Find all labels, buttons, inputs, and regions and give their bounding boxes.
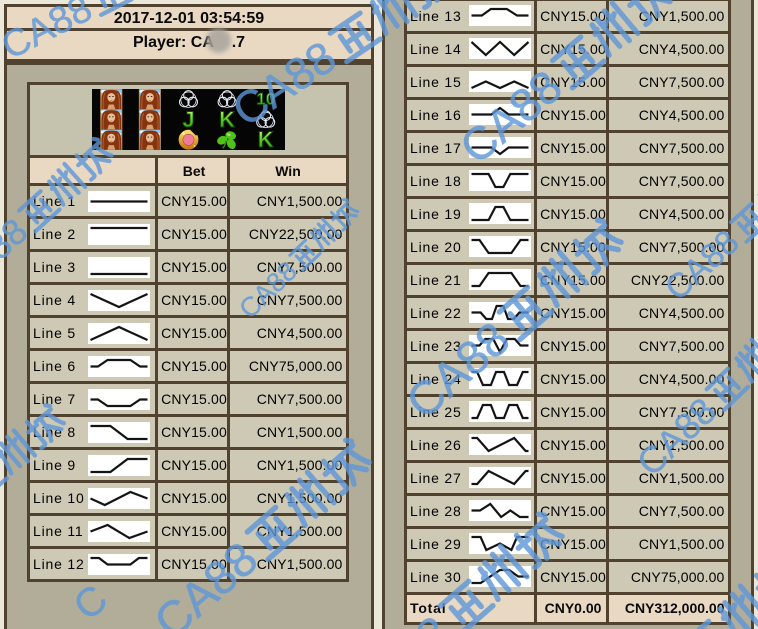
svg-text:10: 10 xyxy=(256,89,275,108)
svg-text:K: K xyxy=(257,127,273,150)
svg-text:K: K xyxy=(219,106,235,131)
svg-text:J: J xyxy=(182,106,194,131)
